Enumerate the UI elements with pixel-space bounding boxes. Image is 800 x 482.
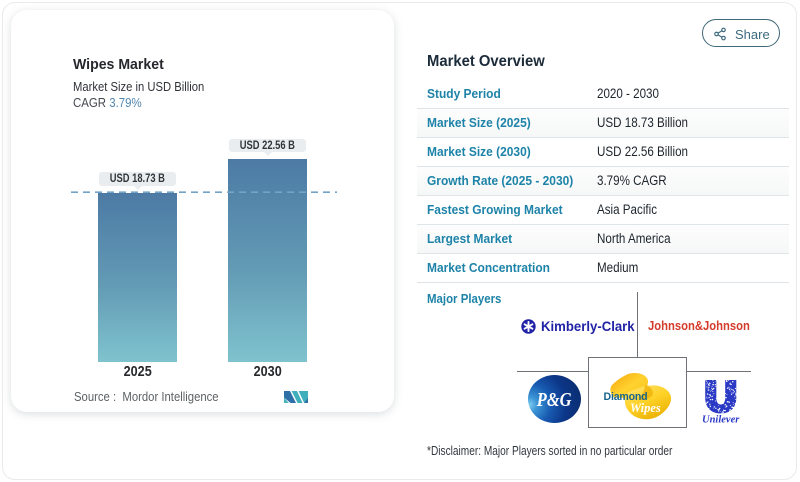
- svg-text:Diamond: Diamond: [604, 391, 648, 403]
- svg-text:Unilever: Unilever: [703, 415, 740, 426]
- svg-text:Wipes: Wipes: [630, 401, 661, 415]
